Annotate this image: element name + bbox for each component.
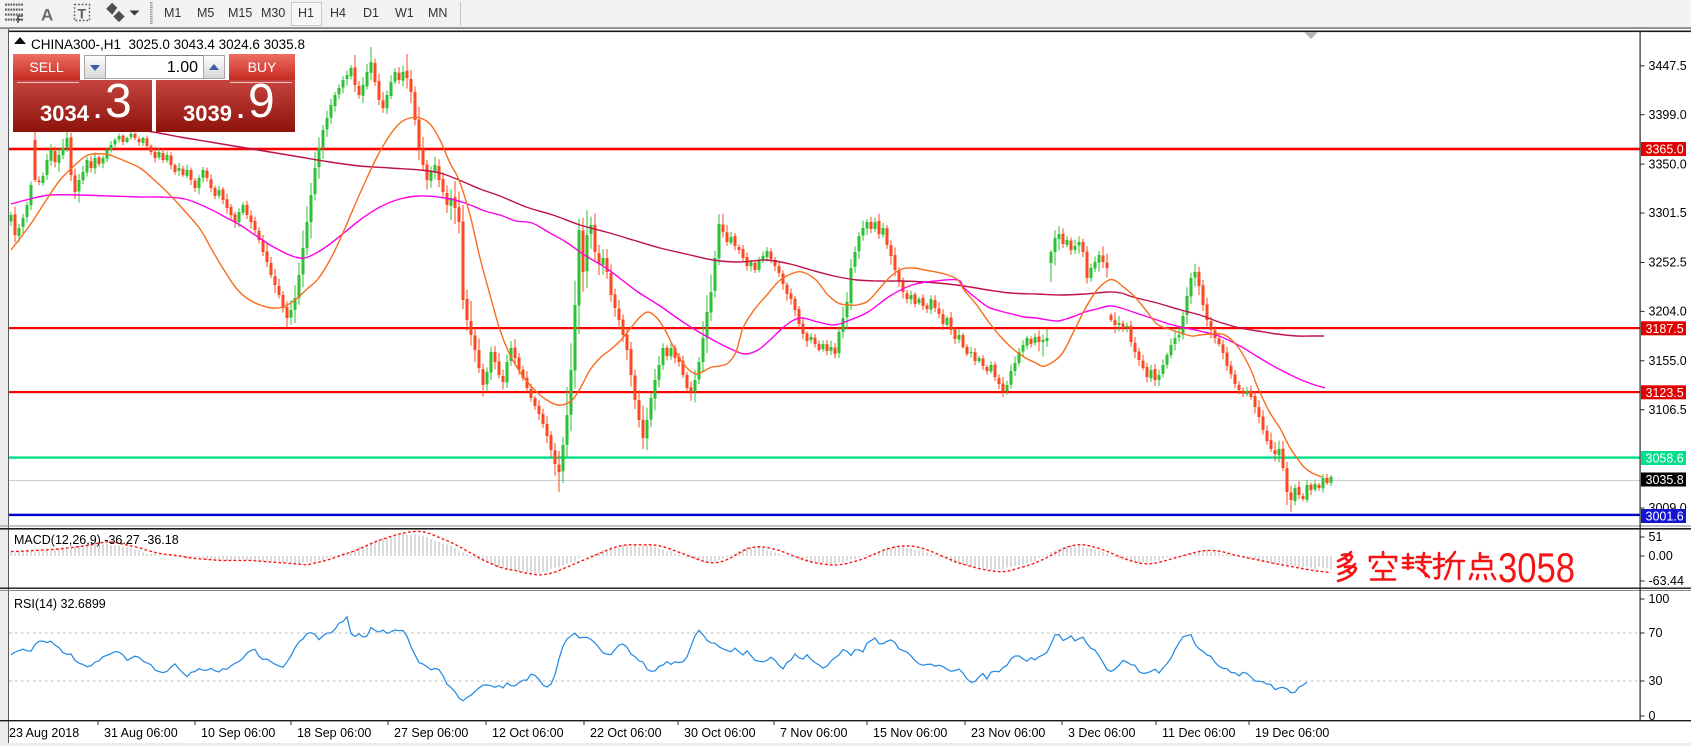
svg-text:30: 30 bbox=[1649, 674, 1663, 688]
svg-text:3204.0: 3204.0 bbox=[1649, 305, 1687, 319]
svg-text:23 Aug 2018: 23 Aug 2018 bbox=[9, 726, 79, 740]
svg-text:22 Oct 06:00: 22 Oct 06:00 bbox=[590, 726, 662, 740]
svg-text:3035.8: 3035.8 bbox=[1646, 473, 1684, 487]
svg-text:3447.5: 3447.5 bbox=[1649, 59, 1687, 73]
svg-text:18 Sep 06:00: 18 Sep 06:00 bbox=[297, 726, 371, 740]
svg-text:31 Aug 06:00: 31 Aug 06:00 bbox=[104, 726, 178, 740]
svg-text:27 Sep 06:00: 27 Sep 06:00 bbox=[394, 726, 468, 740]
svg-text:3252.5: 3252.5 bbox=[1649, 256, 1687, 270]
svg-text:11 Dec 06:00: 11 Dec 06:00 bbox=[1162, 726, 1235, 740]
svg-text:CHINA300-,H1 3025.0 3043.4 30: CHINA300-,H1 3025.0 3043.4 3024.6 3035.8 bbox=[31, 37, 305, 52]
svg-text:100: 100 bbox=[1649, 592, 1670, 606]
svg-text:F: F bbox=[17, 14, 24, 26]
svg-text:3058.6: 3058.6 bbox=[1646, 452, 1684, 466]
svg-text:3365.0: 3365.0 bbox=[1646, 143, 1684, 157]
svg-text:T: T bbox=[78, 6, 87, 22]
svg-text:7 Nov 06:00: 7 Nov 06:00 bbox=[780, 726, 847, 740]
svg-text:12 Oct 06:00: 12 Oct 06:00 bbox=[492, 726, 564, 740]
svg-text:15 Nov 06:00: 15 Nov 06:00 bbox=[873, 726, 947, 740]
svg-text:0.00: 0.00 bbox=[1649, 549, 1673, 563]
svg-text:3058: 3058 bbox=[1498, 544, 1575, 591]
svg-text:10 Sep 06:00: 10 Sep 06:00 bbox=[201, 726, 275, 740]
svg-text:3106.5: 3106.5 bbox=[1649, 403, 1687, 417]
svg-text:RSI(14) 32.6899: RSI(14) 32.6899 bbox=[14, 597, 106, 611]
svg-text:23 Nov 06:00: 23 Nov 06:00 bbox=[971, 726, 1045, 740]
svg-text:3187.5: 3187.5 bbox=[1646, 322, 1684, 336]
svg-text:3301.5: 3301.5 bbox=[1649, 206, 1687, 220]
svg-text:3350.0: 3350.0 bbox=[1649, 157, 1687, 171]
svg-text:MACD(12,26,9) -36.27 -36.18: MACD(12,26,9) -36.27 -36.18 bbox=[14, 533, 179, 547]
svg-text:3001.6: 3001.6 bbox=[1646, 510, 1684, 524]
svg-text:70: 70 bbox=[1649, 626, 1663, 640]
svg-text:3123.5: 3123.5 bbox=[1646, 386, 1684, 400]
svg-text:0: 0 bbox=[1649, 709, 1656, 723]
svg-text:3155.0: 3155.0 bbox=[1649, 354, 1687, 368]
svg-text:19 Dec 06:00: 19 Dec 06:00 bbox=[1255, 726, 1329, 740]
svg-text:3 Dec 06:00: 3 Dec 06:00 bbox=[1068, 726, 1135, 740]
svg-text:3399.0: 3399.0 bbox=[1649, 108, 1687, 122]
svg-text:-63.44: -63.44 bbox=[1649, 574, 1684, 588]
svg-text:30 Oct 06:00: 30 Oct 06:00 bbox=[684, 726, 756, 740]
svg-text:51: 51 bbox=[1649, 530, 1663, 544]
svg-text:A: A bbox=[41, 6, 53, 25]
